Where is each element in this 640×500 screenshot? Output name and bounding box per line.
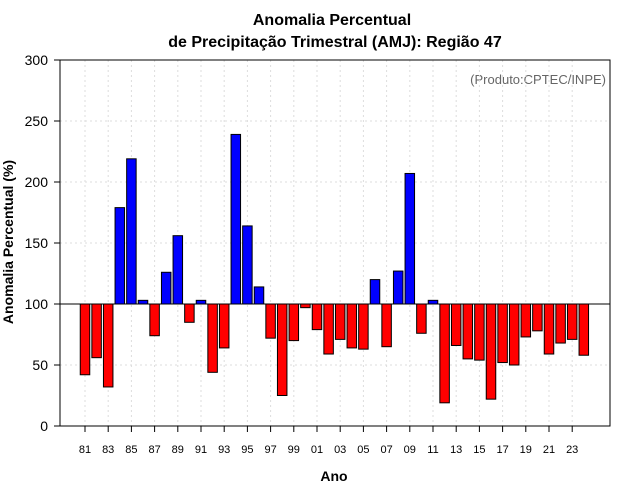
bar-2014 <box>462 303 474 360</box>
x-tick-label: 07 <box>380 444 392 456</box>
bar-2010 <box>416 303 427 334</box>
y-tick-label: 50 <box>32 357 48 373</box>
y-tick-label: 0 <box>40 418 48 434</box>
x-tick-label: 95 <box>241 444 253 456</box>
y-tick-label: 150 <box>25 235 49 251</box>
bar-2002 <box>323 303 334 355</box>
bar-2007 <box>381 303 392 348</box>
x-tick-label: 23 <box>566 444 578 456</box>
bar-2004 <box>346 303 358 349</box>
x-tick-label: 87 <box>148 444 160 456</box>
bar-2003 <box>334 303 346 340</box>
bar-2021 <box>543 303 555 355</box>
y-tick-label: 300 <box>25 52 49 68</box>
bar-2018 <box>508 303 520 366</box>
bar-1993 <box>218 303 230 349</box>
bar-1998 <box>276 303 288 396</box>
bar-2011 <box>427 299 439 305</box>
bar-1982 <box>91 303 102 359</box>
x-tick-label: 09 <box>404 444 416 456</box>
bar-2005 <box>358 303 369 350</box>
bar-1989 <box>172 235 184 305</box>
bar-2001 <box>311 303 323 331</box>
bar-2006 <box>369 279 381 305</box>
bar-2019 <box>520 303 532 338</box>
bar-2024 <box>578 303 590 356</box>
bar-1990 <box>184 303 195 323</box>
bar-1999 <box>288 303 300 342</box>
bar-2000 <box>300 303 311 309</box>
bar-2012 <box>439 303 450 404</box>
x-tick-label: 81 <box>79 444 91 456</box>
bar-1987 <box>149 303 160 337</box>
bar-1983 <box>102 303 114 388</box>
bar-1981 <box>79 303 91 376</box>
x-tick-label: 97 <box>264 444 276 456</box>
grid-layer <box>60 59 610 427</box>
x-tick-label: 19 <box>520 444 532 456</box>
x-tick-label: 03 <box>334 444 346 456</box>
bar-1985 <box>126 158 137 305</box>
bar-2016 <box>485 303 497 400</box>
bar-1992 <box>207 303 218 373</box>
x-tick-label: 89 <box>172 444 184 456</box>
chart-title: Anomalia Percentual <box>253 12 411 29</box>
bar-layer <box>79 133 590 404</box>
credit-text: (Produto:CPTEC/INPE) <box>470 72 606 87</box>
bar-2017 <box>497 303 508 364</box>
y-tick-label: 250 <box>25 113 49 129</box>
x-tick-label: 83 <box>102 444 114 456</box>
x-tick-label: 13 <box>450 444 462 456</box>
y-axis-label: Anomalia Percentual (%) <box>0 160 16 324</box>
bar-1996 <box>253 286 265 305</box>
bar-2023 <box>566 303 578 340</box>
x-tick-label: 01 <box>311 444 323 456</box>
bar-1991 <box>195 299 207 305</box>
x-axis-label: Ano <box>320 468 347 484</box>
x-tick-label: 99 <box>288 444 300 456</box>
bar-1995 <box>242 225 253 305</box>
x-tick-label: 85 <box>125 444 137 456</box>
bar-2009 <box>404 172 416 305</box>
bar-1997 <box>265 303 276 339</box>
bar-2022 <box>555 303 566 344</box>
bar-2015 <box>474 303 485 361</box>
x-tick-label: 17 <box>496 444 508 456</box>
bar-2013 <box>450 303 462 346</box>
y-tick-label: 200 <box>25 174 49 190</box>
x-tick-label: 91 <box>195 444 207 456</box>
plot-frame <box>59 59 611 427</box>
bar-1988 <box>160 271 172 305</box>
x-tick-label: 11 <box>427 444 438 456</box>
bar-2008 <box>392 270 404 305</box>
x-tick-label: 15 <box>473 444 485 456</box>
bar-1984 <box>114 207 126 305</box>
x-tick-label: 93 <box>218 444 230 456</box>
bar-1986 <box>137 299 149 305</box>
chart-subtitle: de Precipitação Trimestral (AMJ): Região… <box>168 34 502 51</box>
bar-2020 <box>532 303 543 332</box>
x-tick-label: 05 <box>357 444 369 456</box>
y-tick-label: 100 <box>25 296 49 312</box>
x-tick-label: 21 <box>543 444 555 456</box>
bar-1994 <box>230 133 242 305</box>
